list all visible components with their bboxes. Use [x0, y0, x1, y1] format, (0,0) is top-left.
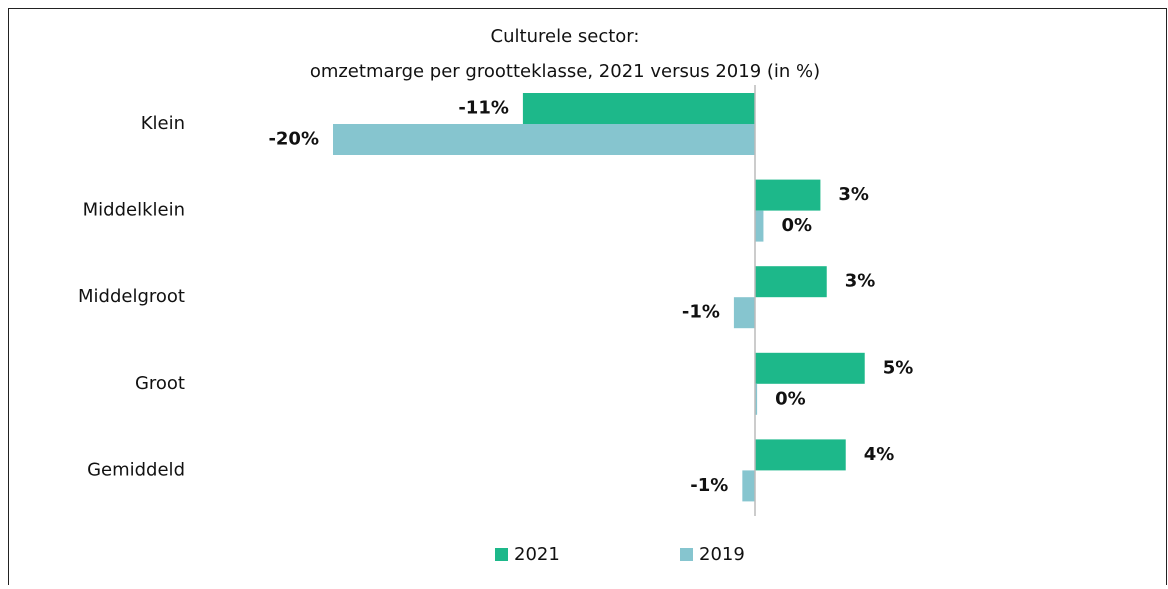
chart-subtitle: omzetmarge per grootteklasse, 2021 versu…: [310, 61, 820, 82]
bar: [755, 179, 821, 211]
value-label: -1%: [682, 302, 720, 323]
bar: [755, 352, 865, 384]
legend-label: 2021: [514, 544, 560, 565]
bar: [755, 266, 827, 298]
bar: [755, 383, 758, 415]
category-label: Groot: [135, 373, 185, 394]
bar: [333, 124, 755, 155]
bar: [522, 93, 755, 124]
value-label: 3%: [845, 271, 876, 292]
value-label: 3%: [838, 184, 869, 205]
legend-label: 2019: [699, 544, 745, 565]
value-label: -20%: [268, 129, 319, 150]
value-label: -11%: [458, 98, 509, 119]
category-label: Middelgroot: [78, 286, 185, 307]
value-label: 5%: [883, 357, 914, 378]
legend-swatch: [495, 548, 508, 561]
value-label: 0%: [781, 215, 812, 236]
legend-swatch: [680, 548, 693, 561]
bar: [742, 470, 755, 502]
chart-title: Culturele sector:: [491, 26, 640, 47]
value-label: -1%: [690, 475, 728, 496]
bar: [755, 439, 846, 471]
value-label: 0%: [775, 388, 806, 409]
category-label: Gemiddeld: [87, 459, 185, 480]
value-label: 4%: [864, 444, 895, 465]
category-label: Middelklein: [83, 200, 185, 221]
bar: [755, 210, 764, 242]
category-label: Klein: [141, 113, 185, 134]
bar: [733, 297, 755, 329]
